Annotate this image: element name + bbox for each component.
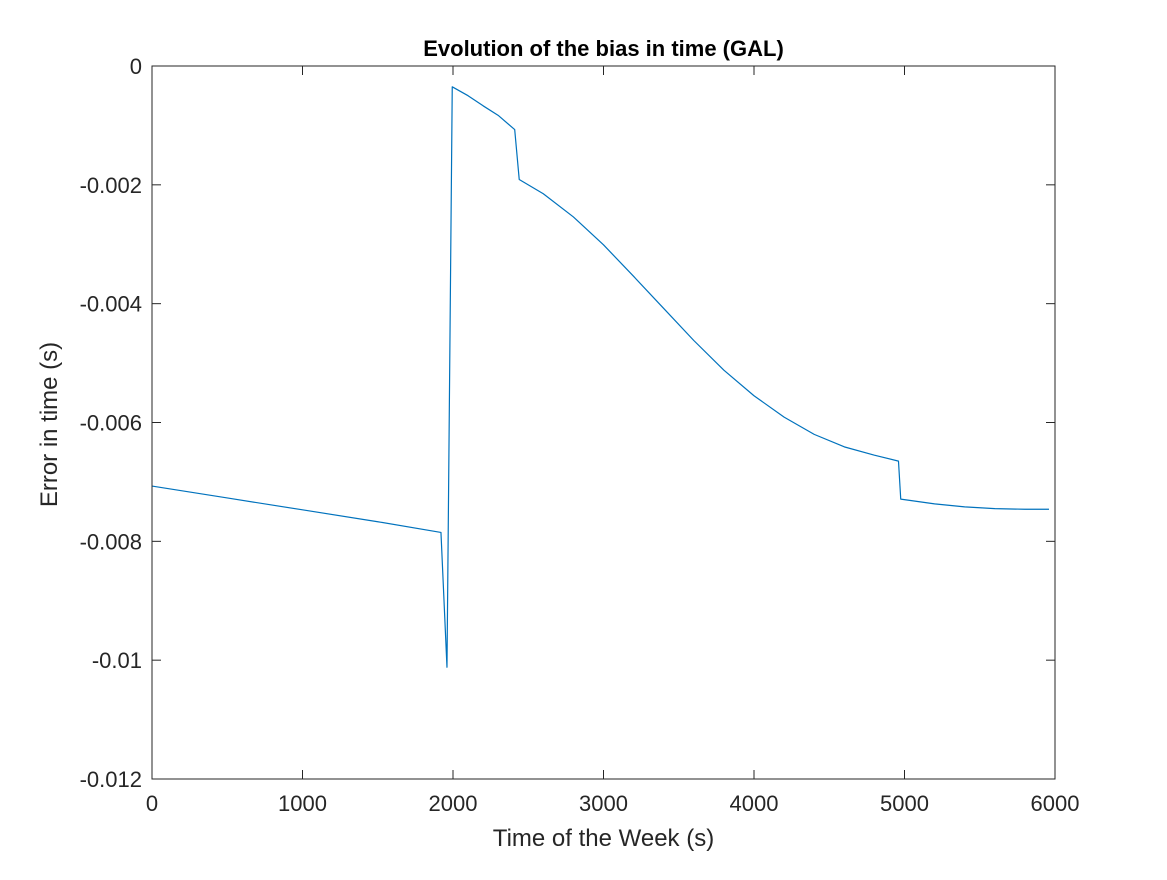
y-tick-label: -0.01 [92,648,142,673]
chart-title: Evolution of the bias in time (GAL) [423,36,784,61]
y-axis-label: Error in time (s) [36,342,63,507]
x-tick-label: 3000 [579,791,628,816]
y-tick-label: -0.004 [80,292,142,317]
y-tick-label: -0.006 [80,411,142,436]
y-tick-label: 0 [130,54,142,79]
x-tick-label: 6000 [1031,791,1080,816]
x-tick-label: 5000 [880,791,929,816]
x-axis-label: Time of the Week (s) [493,825,714,852]
series-layer [151,86,1049,668]
series-line [151,86,1049,668]
y-axis: 0 -0.002 -0.004 -0.006 -0.008 -0.01 -0.012 [80,54,1055,792]
x-tick-label: 2000 [429,791,478,816]
x-tick-label: 1000 [278,791,327,816]
x-tick-label: 4000 [730,791,779,816]
y-tick-label: -0.008 [80,529,142,554]
x-tick-label: 0 [146,791,158,816]
plot-area [152,66,1055,779]
x-axis: 0 1000 2000 3000 4000 5000 6000 [146,66,1080,816]
y-tick-label: -0.002 [80,173,142,198]
y-tick-label: -0.012 [80,767,142,792]
